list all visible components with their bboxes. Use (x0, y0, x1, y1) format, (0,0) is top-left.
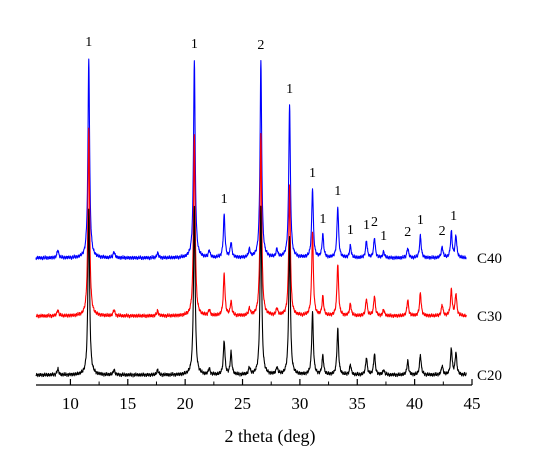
series-line-c20 (35, 205, 467, 378)
x-tick-label: 25 (234, 394, 251, 413)
peak-annotation: 1 (221, 192, 228, 207)
x-tick-label: 15 (119, 394, 136, 413)
peak-annotation: 2 (439, 224, 446, 239)
peak-annotation: 1 (309, 166, 316, 181)
x-tick-label: 40 (406, 394, 423, 413)
series-label-c30: C30 (477, 309, 502, 325)
x-axis: 10 15 20 25 30 35 40 45 (36, 379, 481, 413)
peak-annotation: 1 (347, 223, 354, 238)
peak-annotation: 1 (450, 209, 457, 224)
peak-annotation: 1 (417, 213, 424, 228)
peak-annotation: 1 (363, 218, 370, 233)
series-line-c30 (35, 127, 467, 319)
peak-annotation: 2 (257, 38, 264, 53)
peak-annotation: 1 (286, 82, 293, 97)
x-axis-tick-labels: 10 15 20 25 30 35 40 45 (62, 394, 481, 413)
peak-annotation: 1 (85, 35, 92, 50)
series-label-c40: C40 (477, 251, 502, 267)
x-tick-label: 30 (291, 394, 308, 413)
peak-annotation: 2 (404, 225, 411, 240)
traces-group (35, 58, 467, 378)
peak-annotation: 1 (319, 212, 326, 227)
x-tick-label: 10 (62, 394, 79, 413)
peak-annotation: 2 (371, 215, 378, 230)
series-line-c40 (35, 58, 467, 261)
series-label-c20: C20 (477, 368, 502, 384)
x-axis-title: 2 theta (deg) (225, 426, 316, 447)
peak-annotation: 1 (334, 184, 341, 199)
x-axis-ticks (69, 379, 473, 385)
peak-annotation: 1 (380, 229, 387, 244)
series-labels: C40 C30 C20 (477, 251, 502, 384)
peak-annotation: 1 (191, 37, 198, 52)
x-tick-label: 20 (177, 394, 194, 413)
x-tick-label: 45 (464, 394, 481, 413)
x-tick-label: 35 (349, 394, 366, 413)
